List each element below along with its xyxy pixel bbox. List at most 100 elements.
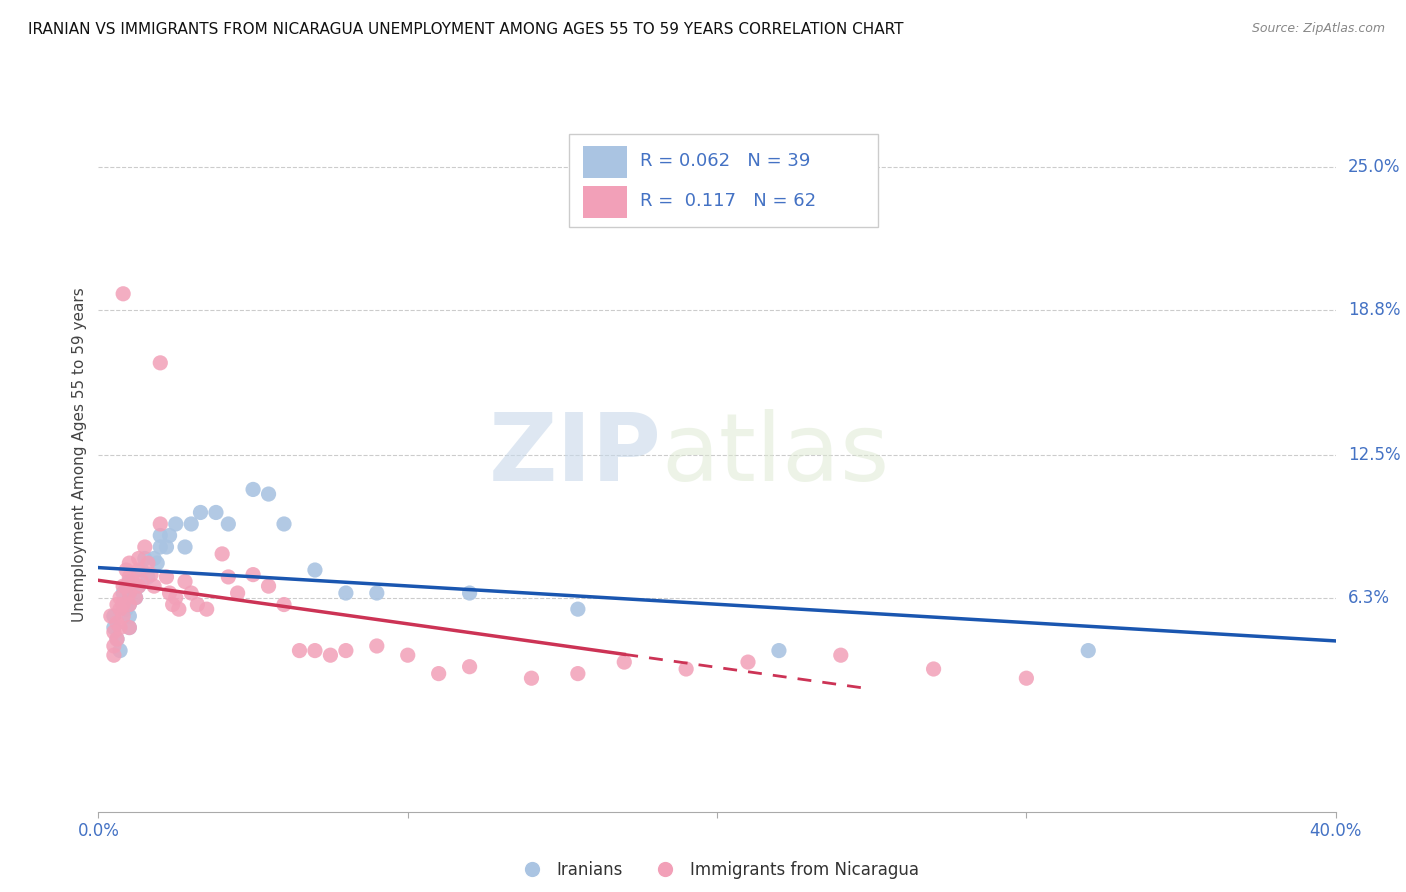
Point — [427, 666, 450, 681]
Point — [115, 579, 138, 593]
Point — [105, 632, 128, 646]
Point — [167, 602, 190, 616]
Point — [205, 506, 228, 520]
Text: R = 0.062   N = 39: R = 0.062 N = 39 — [640, 152, 811, 169]
Point — [149, 528, 172, 542]
Point — [121, 574, 143, 589]
Point — [242, 567, 264, 582]
Point — [118, 598, 141, 612]
Point — [143, 579, 166, 593]
Point — [118, 586, 141, 600]
Point — [128, 551, 150, 566]
Point — [105, 632, 128, 646]
Point — [131, 574, 153, 589]
Point — [118, 556, 141, 570]
Point — [226, 586, 249, 600]
Point — [115, 602, 138, 616]
Point — [180, 516, 202, 531]
Point — [366, 639, 388, 653]
Text: atlas: atlas — [661, 409, 890, 501]
Point — [768, 643, 790, 657]
Point — [103, 621, 125, 635]
Point — [396, 648, 419, 663]
Point — [217, 570, 239, 584]
Point — [257, 487, 280, 501]
Point — [108, 621, 131, 635]
Point — [118, 598, 141, 612]
Point — [613, 655, 636, 669]
Point — [273, 598, 295, 612]
Point — [567, 666, 589, 681]
FancyBboxPatch shape — [583, 186, 627, 218]
Point — [273, 516, 295, 531]
Text: ZIP: ZIP — [488, 409, 661, 501]
Point — [134, 551, 156, 566]
Point — [112, 609, 135, 624]
Text: 18.8%: 18.8% — [1348, 301, 1400, 319]
Point — [319, 648, 342, 663]
Point — [1015, 671, 1038, 685]
Point — [118, 574, 141, 589]
Point — [366, 586, 388, 600]
Point — [159, 528, 181, 542]
FancyBboxPatch shape — [568, 134, 877, 227]
Point — [103, 609, 125, 624]
Point — [105, 615, 128, 630]
Point — [257, 579, 280, 593]
Point — [288, 643, 311, 657]
Point — [165, 516, 187, 531]
Point — [128, 579, 150, 593]
Text: IRANIAN VS IMMIGRANTS FROM NICARAGUA UNEMPLOYMENT AMONG AGES 55 TO 59 YEARS CORR: IRANIAN VS IMMIGRANTS FROM NICARAGUA UNE… — [28, 22, 904, 37]
Point — [108, 643, 131, 657]
Point — [103, 639, 125, 653]
Point — [118, 586, 141, 600]
Point — [1077, 643, 1099, 657]
Point — [675, 662, 697, 676]
Point — [134, 540, 156, 554]
Point — [335, 643, 357, 657]
Point — [139, 567, 162, 582]
Point — [131, 563, 153, 577]
Point — [118, 621, 141, 635]
Point — [115, 563, 138, 577]
Point — [118, 609, 141, 624]
Point — [186, 598, 208, 612]
Point — [155, 540, 177, 554]
FancyBboxPatch shape — [583, 146, 627, 178]
Point — [174, 540, 197, 554]
Point — [190, 506, 212, 520]
Point — [136, 556, 159, 570]
Point — [118, 570, 141, 584]
Point — [242, 483, 264, 497]
Text: R =  0.117   N = 62: R = 0.117 N = 62 — [640, 192, 817, 210]
Point — [103, 648, 125, 663]
Point — [112, 598, 135, 612]
Point — [136, 570, 159, 584]
Point — [118, 621, 141, 635]
Point — [458, 659, 481, 673]
Point — [108, 591, 131, 605]
Point — [830, 648, 852, 663]
Point — [128, 579, 150, 593]
Legend: Iranians, Immigrants from Nicaragua: Iranians, Immigrants from Nicaragua — [509, 855, 925, 886]
Point — [304, 563, 326, 577]
Point — [180, 586, 202, 600]
Point — [567, 602, 589, 616]
Point — [146, 556, 169, 570]
Point — [143, 551, 166, 566]
Point — [217, 516, 239, 531]
Point — [149, 356, 172, 370]
Point — [159, 586, 181, 600]
Y-axis label: Unemployment Among Ages 55 to 59 years: Unemployment Among Ages 55 to 59 years — [72, 287, 87, 623]
Point — [112, 286, 135, 301]
Point — [165, 591, 187, 605]
Point — [124, 591, 146, 605]
Point — [112, 598, 135, 612]
Point — [103, 625, 125, 640]
Point — [737, 655, 759, 669]
Point — [211, 547, 233, 561]
Point — [520, 671, 543, 685]
Point — [149, 516, 172, 531]
Point — [335, 586, 357, 600]
Point — [124, 591, 146, 605]
